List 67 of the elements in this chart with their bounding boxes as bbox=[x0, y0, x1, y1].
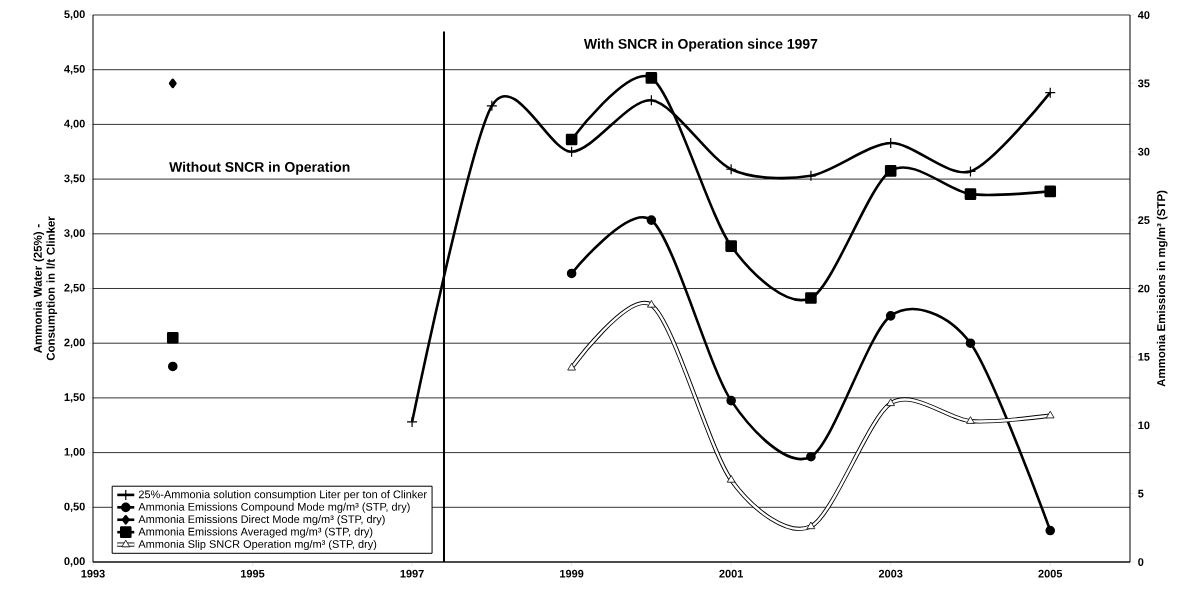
x-tick-label: 2005 bbox=[1038, 569, 1063, 578]
y-tick-label: 3,50 bbox=[64, 174, 85, 184]
point bbox=[965, 338, 976, 348]
legend-label: Ammonia Emissions Direct Mode mg/m³ (STP, dry) bbox=[138, 515, 385, 526]
point bbox=[1044, 185, 1057, 198]
point bbox=[566, 268, 577, 279]
x-tick-label: 2001 bbox=[719, 569, 744, 578]
y-tick-label: 5,00 bbox=[64, 10, 85, 20]
point bbox=[726, 395, 736, 406]
point bbox=[1045, 410, 1055, 419]
point bbox=[806, 451, 816, 462]
annotation: With SNCR in Operation since 1997 bbox=[583, 38, 818, 52]
legend-label: 25%-Ammonia solution consumption Liter per ton of Clinker bbox=[138, 490, 427, 501]
point bbox=[565, 133, 578, 146]
point bbox=[645, 94, 657, 106]
legend-label: Ammonia Slip SNCR Operation mg/m³ (STP, dry) bbox=[138, 539, 377, 551]
x-tick-label: 2003 bbox=[878, 569, 903, 578]
point bbox=[966, 416, 975, 424]
y-tick-label: 4,00 bbox=[64, 119, 85, 130]
y2-axis-title: Ammonia Emissions in mg/m³ (STP) bbox=[1156, 190, 1168, 387]
y-tick-label: 1,00 bbox=[64, 447, 85, 458]
point bbox=[166, 331, 179, 344]
y2-tick-label: 35 bbox=[1137, 79, 1150, 88]
x-tick-label: 1999 bbox=[560, 569, 584, 578]
y-axis-title: Ammonia Water (25%) - Consumption in l/t Clinker bbox=[33, 216, 58, 361]
legend-label: Ammonia Emissions Compound Mode mg/m³ (STP, dry) bbox=[138, 502, 410, 513]
y-tick-label: 2,50 bbox=[64, 283, 85, 294]
y-tick-label: 1,50 bbox=[64, 393, 85, 403]
y-tick-label: 2,00 bbox=[64, 338, 85, 348]
x-tick-label: 1993 bbox=[81, 569, 105, 578]
point bbox=[645, 72, 658, 84]
point bbox=[725, 240, 737, 252]
point bbox=[567, 362, 576, 371]
y2-tick-label: 15 bbox=[1138, 353, 1150, 361]
point bbox=[884, 165, 897, 177]
y2-tick-label: 40 bbox=[1137, 11, 1150, 19]
point bbox=[167, 361, 178, 372]
y2-tick-label: 10 bbox=[1138, 421, 1150, 430]
point bbox=[566, 146, 578, 158]
point bbox=[647, 300, 656, 308]
x-tick-label: 1997 bbox=[400, 569, 424, 578]
point bbox=[1045, 525, 1056, 536]
point bbox=[805, 292, 817, 304]
y-tick-label: 0,00 bbox=[64, 557, 85, 567]
point bbox=[406, 416, 418, 428]
y2-tick-label: 20 bbox=[1138, 284, 1150, 293]
y-tick-label: 0,50 bbox=[64, 502, 85, 512]
x-tick-label: 1995 bbox=[241, 569, 265, 578]
annotation: Without SNCR in Operation bbox=[169, 161, 350, 175]
point bbox=[646, 215, 657, 225]
point bbox=[725, 163, 737, 175]
point bbox=[885, 311, 896, 321]
point bbox=[806, 521, 816, 530]
y2-tick-label: 0 bbox=[1138, 558, 1144, 566]
point bbox=[486, 100, 498, 112]
point bbox=[1044, 87, 1056, 99]
y-tick-label: 3,00 bbox=[64, 229, 85, 239]
y2-tick-label: 25 bbox=[1138, 216, 1150, 224]
y2-tick-label: 30 bbox=[1137, 147, 1150, 156]
point bbox=[886, 398, 895, 407]
point bbox=[964, 188, 977, 200]
y-tick-label: 4,50 bbox=[64, 65, 85, 75]
point bbox=[726, 475, 736, 483]
legend-label: Ammonia Emissions Averaged mg/m³ (STP, dry) bbox=[138, 527, 373, 538]
y2-tick-label: 5 bbox=[1138, 489, 1144, 498]
point bbox=[964, 165, 977, 178]
point bbox=[168, 78, 177, 89]
